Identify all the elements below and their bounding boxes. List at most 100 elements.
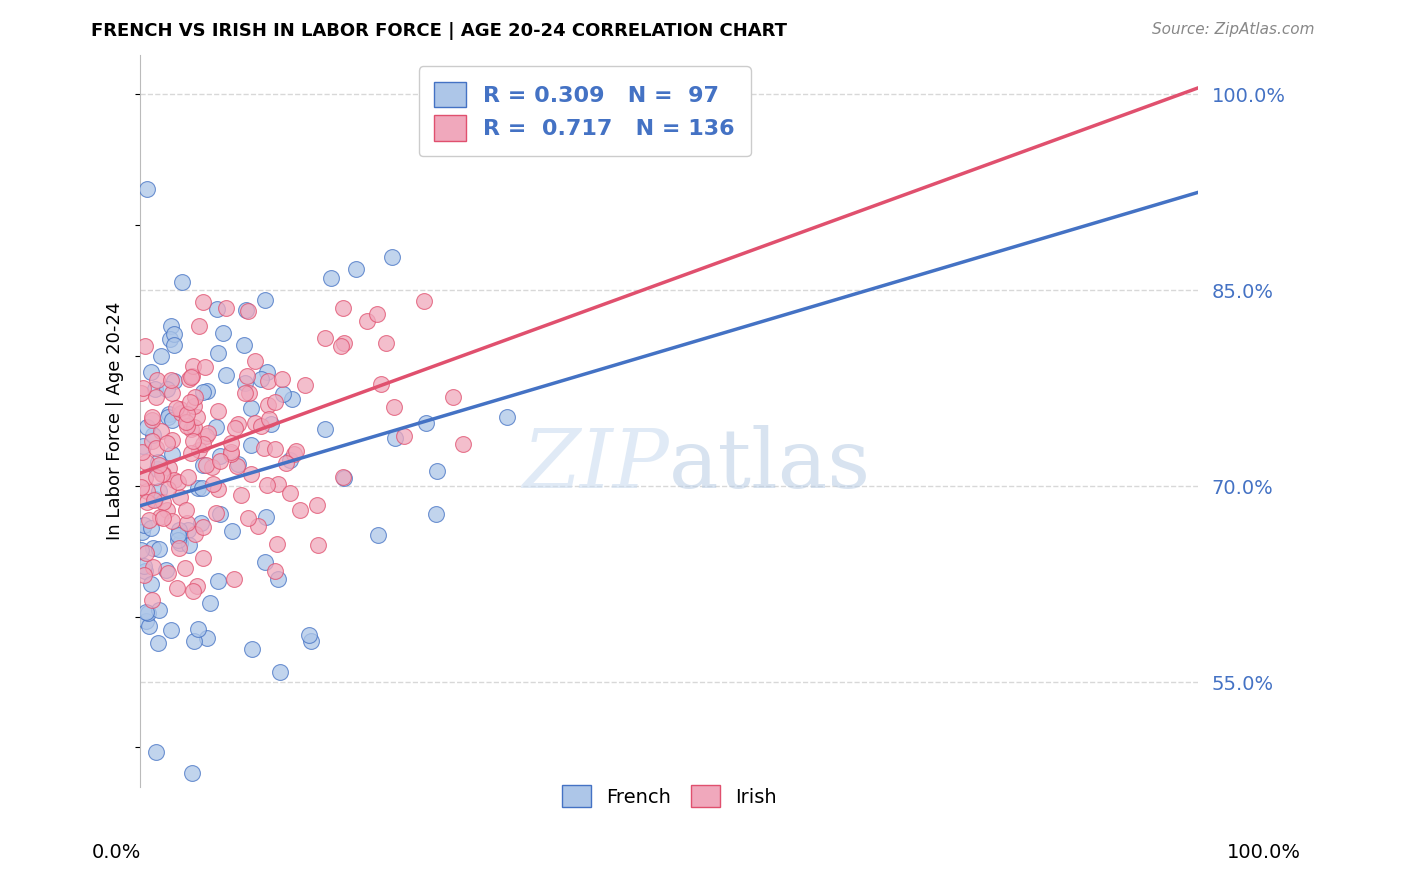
Point [392,429,415,443]
Point [169,401,191,416]
Point [142,560,165,574]
Point [298,627,321,641]
Point [314,422,336,436]
Point [267,476,290,491]
Point [145,391,167,405]
Point [195,458,218,472]
Point [243,354,266,368]
Point [134,339,156,353]
Point [138,513,160,527]
Legend: French, Irish: French, Irish [553,775,787,817]
Point [195,631,218,645]
Point [150,467,173,482]
Point [149,510,172,524]
Point [246,519,269,533]
Point [221,445,243,459]
Point [131,385,153,400]
Text: FRENCH VS IRISH IN LABOR FORCE | AGE 20-24 CORRELATION CHART: FRENCH VS IRISH IN LABOR FORCE | AGE 20-… [91,22,787,40]
Y-axis label: In Labor Force | Age 20-24: In Labor Force | Age 20-24 [107,301,124,540]
Text: 100.0%: 100.0% [1226,843,1301,862]
Point [254,555,277,569]
Point [250,372,273,386]
Point [225,458,247,473]
Point [332,469,354,483]
Point [382,400,405,414]
Point [139,365,162,379]
Point [278,453,301,467]
Point [131,542,153,557]
Point [152,495,174,509]
Point [145,441,167,455]
Point [134,558,156,573]
Point [146,455,169,469]
Point [288,503,311,517]
Point [132,381,155,395]
Point [132,439,155,453]
Point [356,314,378,328]
Point [319,270,342,285]
Point [235,303,257,318]
Point [256,374,278,388]
Point [193,458,215,473]
Point [174,503,197,517]
Point [415,417,437,431]
Point [139,521,162,535]
Point [190,516,212,531]
Point [148,458,170,472]
Point [183,419,205,434]
Text: atlas: atlas [669,425,872,505]
Point [181,359,204,374]
Point [145,470,167,484]
Point [162,514,184,528]
Point [149,349,172,363]
Point [231,488,253,502]
Point [273,387,295,401]
Point [207,346,229,360]
Point [266,537,288,551]
Point [183,633,205,648]
Point [176,419,198,434]
Text: 0.0%: 0.0% [91,843,141,862]
Point [221,524,243,538]
Point [176,470,198,484]
Point [186,409,208,424]
Point [135,605,157,619]
Point [143,492,166,507]
Point [191,384,214,399]
Point [160,447,183,461]
Point [278,486,301,500]
Point [135,182,157,196]
Point [374,336,396,351]
Point [236,368,259,383]
Point [333,335,356,350]
Point [299,633,322,648]
Point [167,524,190,538]
Point [314,331,336,345]
Point [181,368,204,383]
Point [413,293,436,308]
Point [191,295,214,310]
Point [269,665,291,679]
Point [179,395,201,409]
Point [135,419,157,434]
Point [177,523,200,537]
Point [205,420,228,434]
Point [145,745,167,759]
Point [188,319,211,334]
Point [219,447,242,461]
Point [370,376,392,391]
Point [181,584,204,599]
Point [167,528,190,542]
Point [205,506,228,520]
Point [250,419,273,434]
Point [160,433,183,447]
Point [187,622,209,636]
Point [136,606,159,620]
Point [155,562,177,576]
Point [160,386,183,401]
Point [197,426,219,441]
Point [163,374,186,388]
Point [283,447,305,461]
Point [274,456,297,470]
Point [131,524,153,539]
